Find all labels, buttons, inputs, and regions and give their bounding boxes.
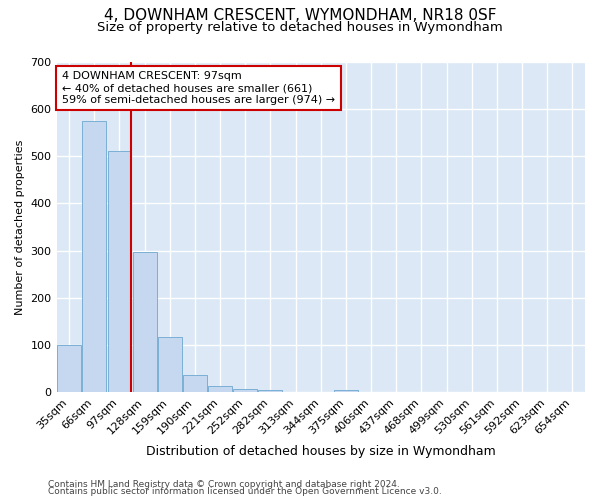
X-axis label: Distribution of detached houses by size in Wymondham: Distribution of detached houses by size … bbox=[146, 444, 496, 458]
Bar bbox=[107, 152, 131, 392]
Text: 4 DOWNHAM CRESCENT: 97sqm
← 40% of detached houses are smaller (661)
59% of semi: 4 DOWNHAM CRESCENT: 97sqm ← 40% of detac… bbox=[62, 72, 335, 104]
Bar bbox=[133, 252, 157, 392]
Bar bbox=[82, 120, 106, 392]
Text: Size of property relative to detached houses in Wymondham: Size of property relative to detached ho… bbox=[97, 21, 503, 34]
Y-axis label: Number of detached properties: Number of detached properties bbox=[15, 139, 25, 314]
Bar bbox=[208, 386, 232, 392]
Text: 4, DOWNHAM CRESCENT, WYMONDHAM, NR18 0SF: 4, DOWNHAM CRESCENT, WYMONDHAM, NR18 0SF bbox=[104, 8, 496, 22]
Text: Contains public sector information licensed under the Open Government Licence v3: Contains public sector information licen… bbox=[48, 488, 442, 496]
Bar bbox=[57, 345, 81, 393]
Bar bbox=[158, 337, 182, 392]
Bar bbox=[334, 390, 358, 392]
Bar bbox=[259, 390, 283, 392]
Text: Contains HM Land Registry data © Crown copyright and database right 2024.: Contains HM Land Registry data © Crown c… bbox=[48, 480, 400, 489]
Bar bbox=[233, 388, 257, 392]
Bar bbox=[183, 375, 207, 392]
